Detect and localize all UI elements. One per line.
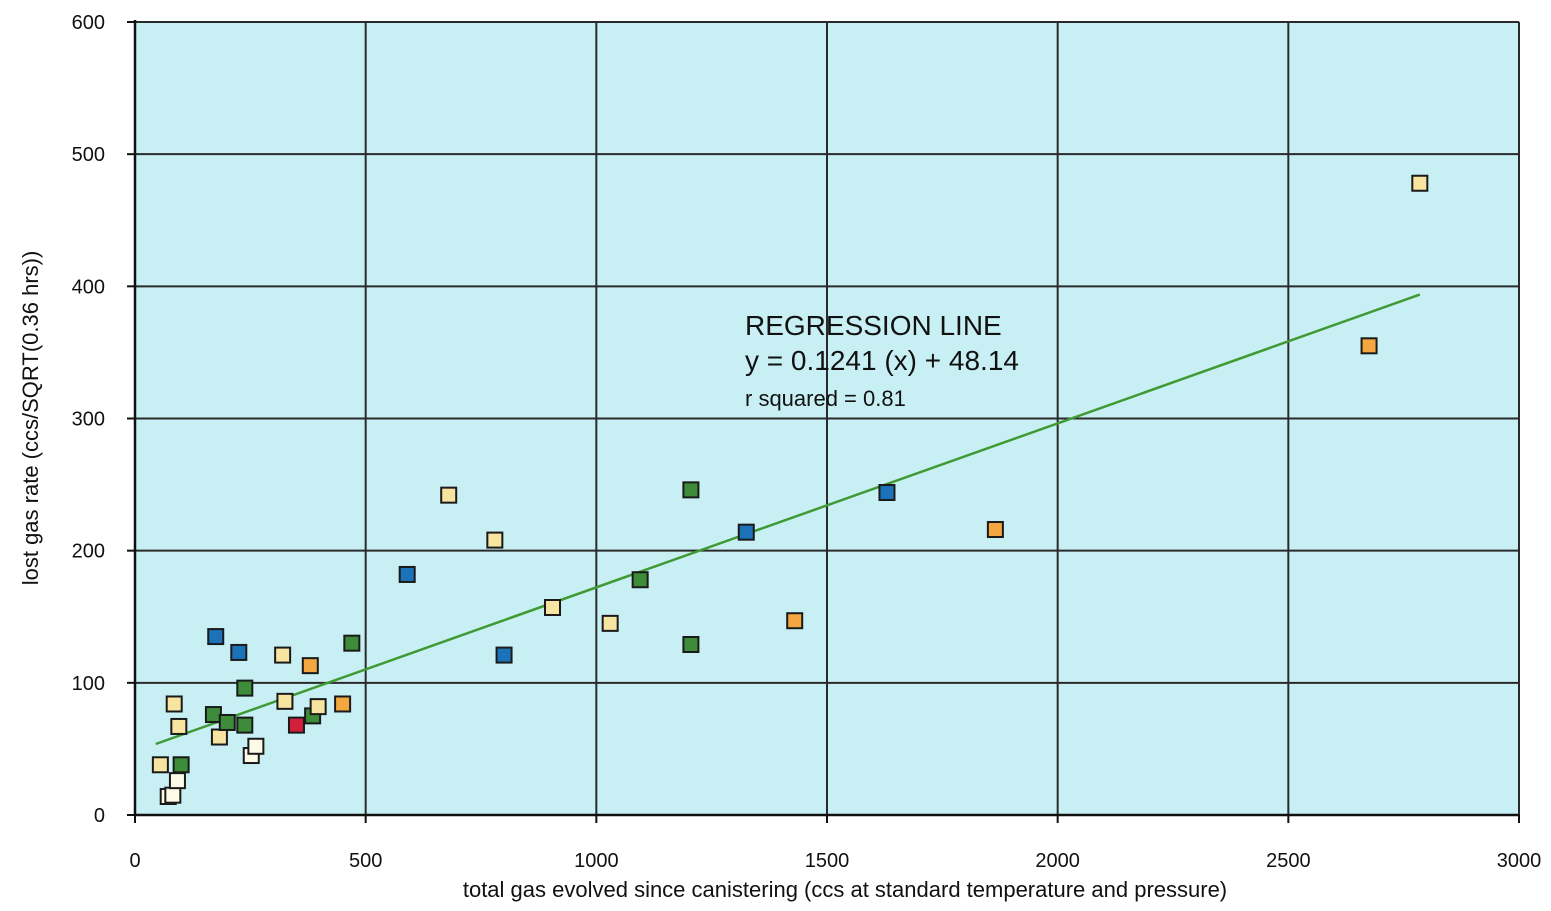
data-points [151, 174, 1429, 805]
data-point [276, 692, 294, 710]
data-point [682, 481, 700, 499]
data-point [1411, 174, 1429, 192]
y-tick-label: 400 [72, 276, 105, 298]
data-point [230, 643, 248, 661]
data-point [878, 484, 896, 502]
y-axis-label: lost gas rate (ccs/SQRT(0.36 hrs)) [18, 251, 43, 586]
data-point [398, 565, 416, 583]
data-point [986, 521, 1004, 539]
regression-annotation: REGRESSION LINE y = 0.1241 (x) + 48.14 r… [745, 310, 1019, 411]
y-tick-label: 500 [72, 144, 105, 166]
x-tick-label: 1500 [805, 850, 850, 872]
data-point [210, 728, 228, 746]
y-tick-label: 100 [72, 673, 105, 695]
data-point [334, 695, 352, 713]
y-tick-label: 300 [72, 409, 105, 431]
data-point [207, 628, 225, 646]
axes: 0 500 1000 1500 2000 2500 3000 0 100 200 300 400 500… [72, 12, 1542, 872]
y-tick-label: 0 [94, 805, 105, 827]
data-point [151, 756, 169, 774]
data-point [682, 636, 700, 654]
x-tick-label: 500 [349, 850, 382, 872]
x-tick-label: 0 [129, 850, 140, 872]
data-point [1360, 337, 1378, 355]
regression-line [155, 293, 1421, 746]
data-point [301, 657, 319, 675]
x-tick-label: 2000 [1035, 850, 1080, 872]
data-point [737, 523, 755, 541]
data-point [440, 486, 458, 504]
data-point [495, 646, 513, 664]
y-tick-label: 600 [72, 12, 105, 34]
data-point [172, 756, 190, 774]
data-point [631, 571, 649, 589]
data-point [236, 679, 254, 697]
data-point [168, 772, 186, 790]
data-point [164, 786, 182, 804]
annotation-title: REGRESSION LINE [745, 310, 1002, 341]
x-tick-label: 2500 [1266, 850, 1311, 872]
regression-line-group [155, 293, 1421, 746]
data-point [343, 634, 361, 652]
data-point [236, 716, 254, 734]
data-point [786, 612, 804, 630]
y-tick-label: 200 [72, 541, 105, 563]
data-point [486, 531, 504, 549]
data-point [274, 646, 292, 664]
data-point [309, 698, 327, 716]
x-axis-label: total gas evolved since canistering (ccs… [463, 877, 1227, 902]
data-point [247, 737, 265, 755]
data-point [601, 614, 619, 632]
data-point [204, 706, 222, 724]
data-point [170, 717, 188, 735]
data-point [544, 598, 562, 616]
annotation-equation: y = 0.1241 (x) + 48.14 [745, 345, 1019, 376]
data-point [165, 695, 183, 713]
data-point [218, 713, 236, 731]
data-point [287, 716, 305, 734]
x-tick-label: 3000 [1497, 850, 1542, 872]
annotation-r-squared: r squared = 0.81 [745, 386, 906, 411]
x-tick-label: 1000 [574, 850, 619, 872]
